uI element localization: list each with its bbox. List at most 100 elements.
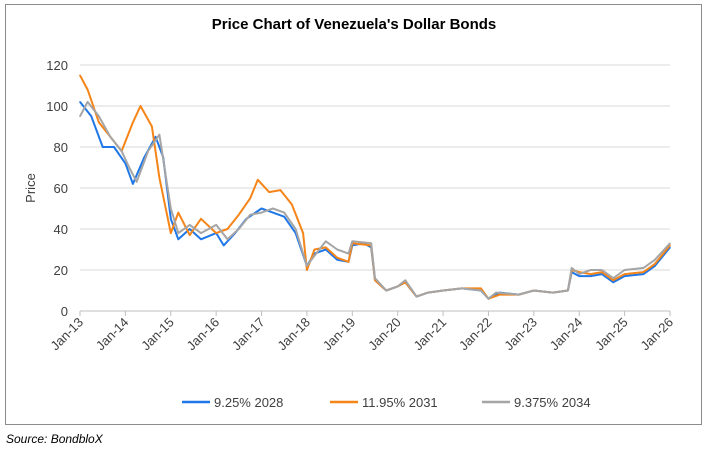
data-point — [238, 228, 240, 230]
x-tick-label: Jan-17 — [229, 315, 268, 354]
data-point — [169, 232, 172, 234]
legend-label: 9.25% 2028 — [214, 395, 283, 410]
x-tick-label: Jan-26 — [637, 315, 676, 354]
series-line-1 — [79, 74, 671, 300]
data-point — [120, 150, 123, 152]
data-point — [79, 74, 81, 77]
y-tick-label: 40 — [54, 222, 68, 237]
data-point — [124, 162, 127, 165]
data-point — [79, 101, 81, 103]
x-tick-label: Jan-16 — [184, 315, 223, 354]
data-point — [101, 146, 104, 148]
data-point — [461, 287, 463, 290]
data-point — [313, 254, 316, 257]
data-point — [570, 267, 573, 269]
data-point — [177, 238, 180, 241]
data-point — [654, 265, 656, 267]
data-point — [215, 232, 217, 234]
x-tick-label: Jan-25 — [592, 315, 631, 354]
chart-frame — [5, 4, 702, 425]
data-point — [601, 273, 603, 275]
source-note: Source: BondbloX — [6, 432, 103, 446]
x-tick-label: Jan-14 — [93, 315, 132, 354]
data-point — [347, 252, 350, 255]
data-point — [533, 289, 535, 292]
x-tick-label: Jan-22 — [456, 315, 495, 354]
y-tick-label: 80 — [54, 140, 68, 155]
data-point — [427, 291, 429, 294]
data-point — [113, 146, 115, 148]
y-axis-label: Price — [23, 173, 38, 203]
data-point — [135, 181, 138, 183]
data-point — [98, 115, 100, 118]
x-tick-label: Jan-24 — [547, 315, 586, 354]
data-point — [612, 281, 615, 284]
data-point — [188, 234, 191, 236]
data-point — [601, 269, 603, 271]
data-point — [294, 228, 297, 230]
data-point — [336, 258, 338, 261]
data-point — [642, 271, 645, 273]
data-point — [567, 289, 569, 292]
data-point — [404, 279, 407, 282]
data-point — [158, 133, 161, 136]
x-tick-label: Jan-13 — [47, 315, 86, 354]
data-point — [669, 242, 671, 245]
data-point — [249, 197, 251, 200]
data-point — [487, 297, 490, 300]
data-point — [215, 224, 217, 226]
data-point — [612, 277, 615, 280]
data-point — [623, 275, 626, 277]
x-tick-label: Jan-21 — [410, 315, 449, 354]
data-point — [589, 273, 592, 275]
data-point — [177, 211, 180, 214]
data-point — [642, 267, 645, 269]
data-point — [154, 135, 157, 138]
data-point — [370, 242, 373, 245]
data-point — [260, 211, 263, 214]
data-point — [385, 289, 388, 292]
data-point — [109, 135, 112, 138]
data-point — [272, 207, 274, 210]
data-point — [495, 291, 497, 294]
data-point — [325, 246, 327, 249]
data-point — [415, 295, 418, 298]
data-point — [642, 273, 645, 275]
data-point — [147, 150, 149, 152]
y-tick-label: 60 — [54, 181, 68, 196]
data-point — [302, 232, 304, 234]
data-point — [200, 232, 202, 234]
data-point — [589, 275, 592, 277]
data-point — [336, 256, 338, 259]
data-point — [347, 261, 350, 263]
x-tick-label: Jan-23 — [501, 315, 540, 354]
y-tick-label: 0 — [61, 304, 68, 319]
data-point — [442, 289, 444, 292]
data-point — [272, 211, 274, 214]
x-tick-label: Jan-19 — [320, 315, 359, 354]
data-point — [128, 166, 130, 169]
y-tick-label: 120 — [46, 58, 68, 73]
data-point — [480, 289, 482, 292]
data-point — [306, 269, 308, 271]
data-point — [151, 125, 153, 128]
y-tick-label: 20 — [54, 263, 68, 278]
data-point — [256, 179, 259, 181]
data-point — [222, 244, 225, 247]
data-point — [132, 121, 134, 124]
data-point — [200, 217, 202, 220]
data-point — [374, 277, 376, 280]
data-point — [589, 269, 592, 271]
data-point — [654, 263, 656, 265]
data-point — [200, 238, 202, 241]
data-point — [313, 248, 316, 251]
legend-label: 11.95% 2031 — [362, 395, 438, 410]
data-point — [188, 228, 191, 230]
data-point — [86, 88, 89, 91]
data-point — [249, 213, 251, 216]
series-line-2 — [79, 100, 671, 300]
data-point — [578, 271, 581, 273]
data-point — [601, 271, 603, 273]
data-point — [351, 240, 354, 243]
